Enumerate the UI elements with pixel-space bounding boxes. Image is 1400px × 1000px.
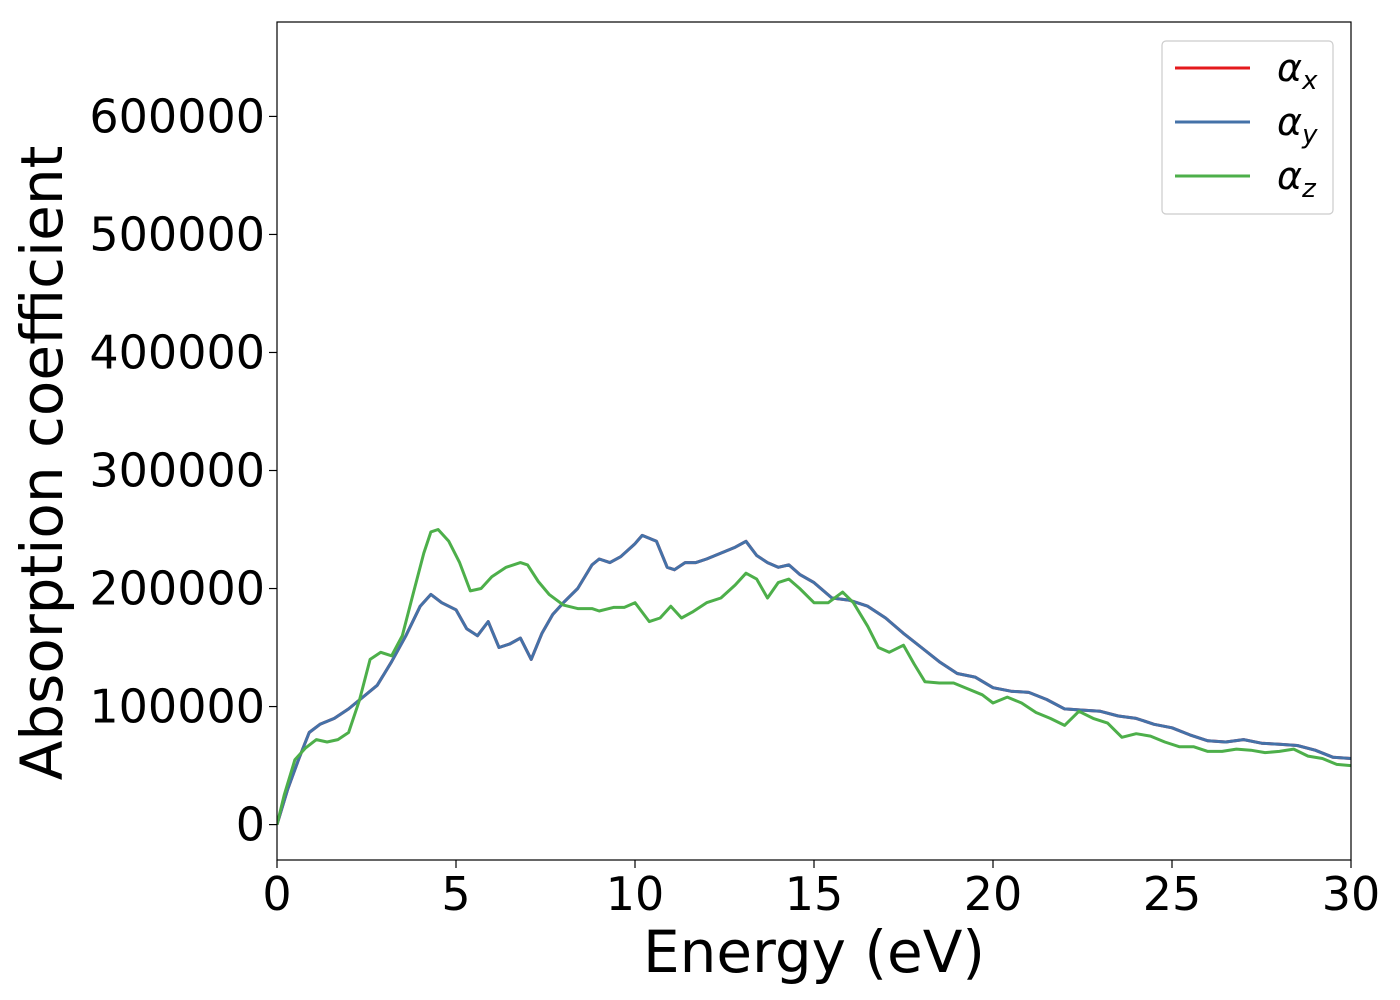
legend-box (1161, 40, 1334, 215)
y-tick-label: 300000 (89, 444, 265, 498)
series-line-z (277, 528, 1351, 825)
x-axis-label: Energy (eV) (643, 918, 985, 986)
x-tick-label: 30 (1322, 867, 1381, 921)
series-layer (277, 528, 1351, 826)
x-tick-label: 25 (1143, 867, 1202, 921)
series-line-y (277, 533, 1351, 826)
x-tick-label: 10 (606, 867, 665, 921)
y-tick-label: 500000 (89, 207, 265, 261)
y-tick-label: 100000 (89, 680, 265, 734)
legend-label-y: αy (1277, 100, 1318, 150)
y-tick-label: 600000 (89, 89, 265, 143)
y-tick-label: 400000 (89, 325, 265, 379)
y-tick-label: 0 (236, 798, 265, 852)
legend-label-x: αx (1277, 46, 1318, 96)
y-axis-ticks: 0 100000 200000 300000 400000 500000 600000 (89, 89, 277, 852)
x-tick-label: 15 (785, 867, 844, 921)
y-tick-label: 200000 (89, 562, 265, 616)
x-tick-label: 20 (964, 867, 1023, 921)
legend-label-z: αz (1277, 154, 1317, 204)
x-tick-label: 0 (262, 867, 291, 921)
x-axis-ticks: 0 5 10 15 20 25 30 (262, 860, 1380, 921)
x-tick-label: 5 (441, 867, 470, 921)
y-axis-label: Absorption coefficient (8, 146, 76, 781)
